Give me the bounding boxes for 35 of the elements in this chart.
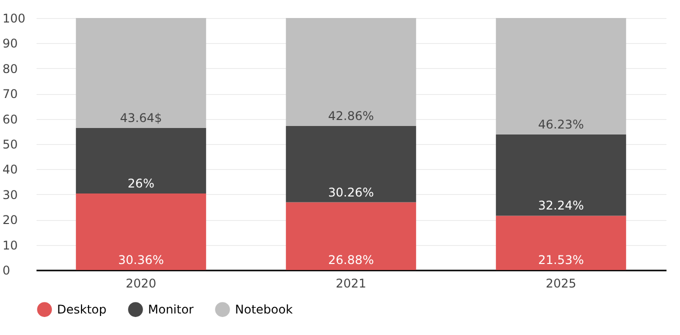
- data-label: 30.26%: [328, 185, 374, 200]
- y-tick-label: 30: [2, 188, 18, 202]
- y-tick-label: 100: [2, 12, 26, 26]
- data-label: 32.24%: [538, 198, 584, 213]
- x-tick-label: 2020: [126, 276, 156, 290]
- x-tick-label: 2025: [546, 276, 576, 290]
- bar: [76, 193, 206, 270]
- y-tick-label: 50: [2, 138, 18, 152]
- data-label: 46.23%: [538, 118, 584, 132]
- data-label: 26.88%: [328, 253, 374, 267]
- y-tick-label: 40: [2, 162, 18, 177]
- y-tick-label: 0: [2, 264, 10, 278]
- y-tick-label: 80: [2, 62, 18, 76]
- y-tick-label: 60: [2, 112, 18, 126]
- bar: [76, 18, 206, 128]
- data-label: 43.64$: [120, 110, 162, 125]
- bar: [496, 134, 626, 216]
- bar: [286, 202, 416, 270]
- data-label: 30.36%: [118, 253, 164, 267]
- y-tick-label: 70: [2, 87, 18, 102]
- bar: [286, 18, 416, 126]
- bar: [496, 18, 626, 134]
- bar: [76, 128, 206, 194]
- legend-label: Desktop: [57, 302, 106, 317]
- legend-label: Notebook: [235, 302, 293, 317]
- y-tick-label: 10: [2, 238, 18, 252]
- bar: [496, 216, 626, 270]
- data-label: 42.86%: [328, 109, 374, 124]
- y-tick-label: 90: [2, 36, 18, 51]
- bar: [286, 126, 416, 202]
- legend-label: Monitor: [148, 302, 194, 317]
- x-tick-label: 2021: [336, 276, 366, 290]
- data-label: 26%: [128, 176, 154, 190]
- y-tick-label: 20: [2, 213, 18, 228]
- data-label: 21.53%: [538, 253, 584, 267]
